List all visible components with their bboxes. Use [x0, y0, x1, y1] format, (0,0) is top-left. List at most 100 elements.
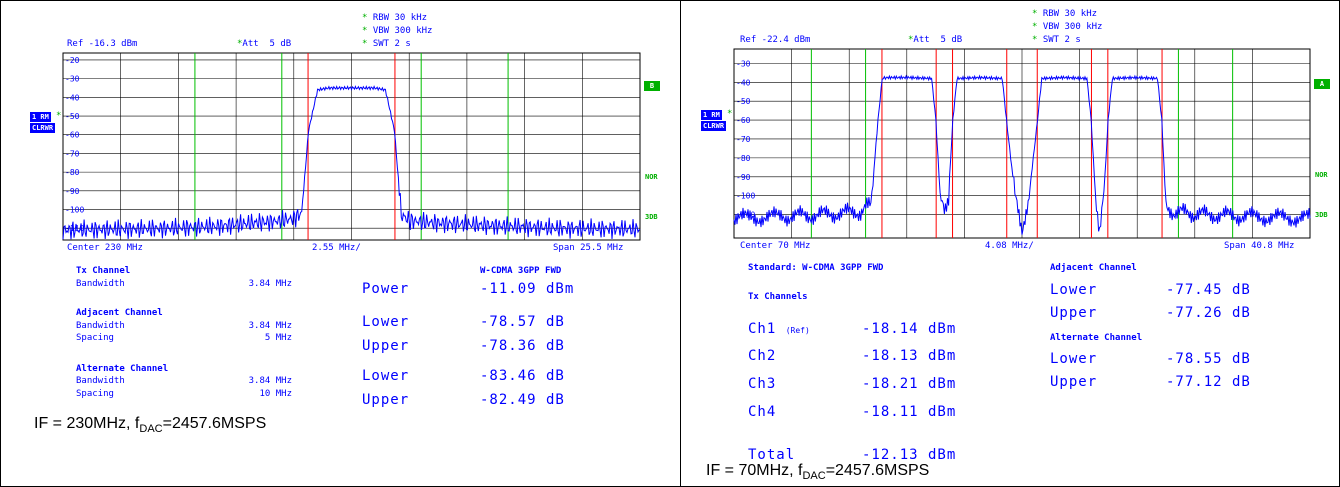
left-ytick-label: -30 — [65, 75, 80, 84]
right-ch1-value: -18.14 dBm — [862, 321, 957, 337]
left-alt-lower-label: Lower — [362, 368, 410, 384]
left-caption: IF = 230MHz, fDAC=2457.6MSPS — [34, 415, 267, 436]
left-ytick-label: -70 — [65, 149, 80, 158]
right-ch4-value: -18.11 dBm — [862, 404, 957, 420]
left-alt-upper-label: Upper — [362, 392, 410, 408]
right-span: Span 40.8 MHz — [1224, 241, 1295, 251]
left-adj-title: Adjacent Channel — [76, 308, 163, 318]
right-caption: IF = 70MHz, fDAC=2457.6MSPS — [706, 462, 930, 483]
left-power-value: -11.09 dBm — [480, 281, 575, 297]
left-ytick-label: -60 — [65, 131, 80, 140]
left-3db-label: 3DB — [645, 213, 658, 221]
left-power-label: Power — [362, 281, 410, 297]
left-adj-upper-value: -78.36 dB — [480, 338, 565, 354]
left-adj-bw-label: Bandwidth — [76, 321, 125, 331]
left-rbw: * RBW 30 kHz — [362, 13, 428, 23]
right-center-freq: Center 70 MHz — [740, 241, 811, 251]
left-alt-title: Alternate Channel — [76, 364, 169, 374]
left-tx-bw-label: Bandwidth — [76, 279, 125, 289]
right-ytick-label: -90 — [736, 173, 751, 182]
left-mode-badge: CLRWR — [30, 123, 56, 133]
right-alt-title: Alternate Channel — [1050, 333, 1143, 343]
right-ytick-label: -30 — [736, 59, 751, 68]
left-adj-sp: 5 MHz — [264, 333, 292, 343]
left-trace-star: * — [56, 111, 62, 121]
right-ytick-label: -110 — [736, 211, 755, 220]
left-ytick-label: -20 — [65, 56, 80, 65]
right-trace-star: * — [727, 109, 733, 119]
right-trace-badge: 1 RM — [701, 110, 722, 120]
right-attenuation: *Att 5 dB — [908, 35, 963, 45]
left-ytick-label: -50 — [65, 112, 80, 121]
left-nor-label: NOR — [645, 173, 658, 181]
right-ch4-label: Ch4 — [748, 404, 777, 420]
right-alt-upper-label: Upper — [1050, 374, 1098, 390]
right-swt: * SWT 2 s — [1032, 35, 1081, 45]
left-vbw: * VBW 300 kHz — [362, 26, 433, 36]
left-spectrum-plot: -20 -30 -40 -50 -60 -70 -80 -90 -100 -110 — [62, 52, 641, 241]
right-ytick-label: -50 — [736, 97, 751, 106]
left-swt: * SWT 2 s — [362, 39, 411, 49]
left-adj-sp-label: Spacing — [76, 333, 114, 343]
right-adj-upper-value: -77.26 dB — [1166, 305, 1251, 321]
left-adj-upper-label: Upper — [362, 338, 410, 354]
right-standard: Standard: W-CDMA 3GPP FWD — [748, 263, 884, 273]
right-ch2-label: Ch2 — [748, 348, 777, 364]
left-alt-lower-value: -83.46 dB — [480, 368, 565, 384]
right-freq-div: 4.08 MHz/ — [985, 241, 1034, 251]
left-attenuation: *Att 5 dB — [237, 39, 292, 49]
left-center-freq: Center 230 MHz — [67, 243, 143, 253]
left-alt-bw: 3.84 MHz — [248, 376, 292, 386]
right-adj-lower-value: -77.45 dB — [1166, 282, 1251, 298]
left-spectrum-trace — [62, 85, 641, 240]
right-ytick-label: -100 — [736, 192, 755, 201]
left-adj-lower-label: Lower — [362, 314, 410, 330]
left-ref-level: Ref -16.3 dBm — [67, 39, 138, 49]
right-ch2-value: -18.13 dBm — [862, 348, 957, 364]
right-ytick-label: -80 — [736, 154, 751, 163]
right-rbw: * RBW 30 kHz — [1032, 9, 1098, 19]
right-vbw: * VBW 300 kHz — [1032, 22, 1103, 32]
left-trace-badge: 1 RM — [30, 112, 51, 122]
right-alt-lower-value: -78.55 dB — [1166, 351, 1251, 367]
left-ytick-label: -90 — [65, 187, 80, 196]
right-adj-title: Adjacent Channel — [1050, 263, 1137, 273]
left-ytick-label: -100 — [65, 206, 84, 215]
left-alt-upper-value: -82.49 dB — [480, 392, 565, 408]
right-ytick-label: -40 — [736, 78, 751, 87]
left-tx-bw: 3.84 MHz — [248, 279, 292, 289]
right-nor-label: NOR — [1315, 171, 1328, 179]
right-3db-label: 3DB — [1315, 211, 1328, 219]
right-ch3-label: Ch3 — [748, 376, 777, 392]
left-adj-bw: 3.84 MHz — [248, 321, 292, 331]
right-ch1-label: Ch1 (Ref) — [748, 321, 810, 337]
right-total-label: Total — [748, 447, 796, 463]
left-span: Span 25.5 MHz — [553, 243, 624, 253]
right-adj-upper-label: Upper — [1050, 305, 1098, 321]
left-ytick-label: -110 — [65, 224, 84, 233]
left-alt-sp: 10 MHz — [259, 389, 292, 399]
left-ytick-label: -40 — [65, 93, 80, 102]
right-adj-lower-label: Lower — [1050, 282, 1098, 298]
right-display-badge: A — [1314, 79, 1330, 89]
right-alt-lower-label: Lower — [1050, 351, 1098, 367]
left-display-badge: B — [644, 81, 660, 91]
right-total-value: -12.13 dBm — [862, 447, 957, 463]
left-standard: W-CDMA 3GPP FWD — [480, 266, 562, 276]
right-ytick-label: -70 — [736, 135, 751, 144]
right-ch3-value: -18.21 dBm — [862, 376, 957, 392]
left-ytick-label: -80 — [65, 168, 80, 177]
right-ytick-label: -60 — [736, 116, 751, 125]
left-tx-title: Tx Channel — [76, 266, 131, 276]
right-tx-title: Tx Channels — [748, 292, 808, 302]
left-alt-sp-label: Spacing — [76, 389, 114, 399]
left-alt-bw-label: Bandwidth — [76, 376, 125, 386]
right-spectrum-trace — [733, 74, 1311, 235]
left-adj-lower-value: -78.57 dB — [480, 314, 565, 330]
right-ref-level: Ref -22.4 dBm — [740, 35, 811, 45]
right-alt-upper-value: -77.12 dB — [1166, 374, 1251, 390]
left-freq-div: 2.55 MHz/ — [312, 243, 361, 253]
right-mode-badge: CLRWR — [701, 121, 727, 131]
